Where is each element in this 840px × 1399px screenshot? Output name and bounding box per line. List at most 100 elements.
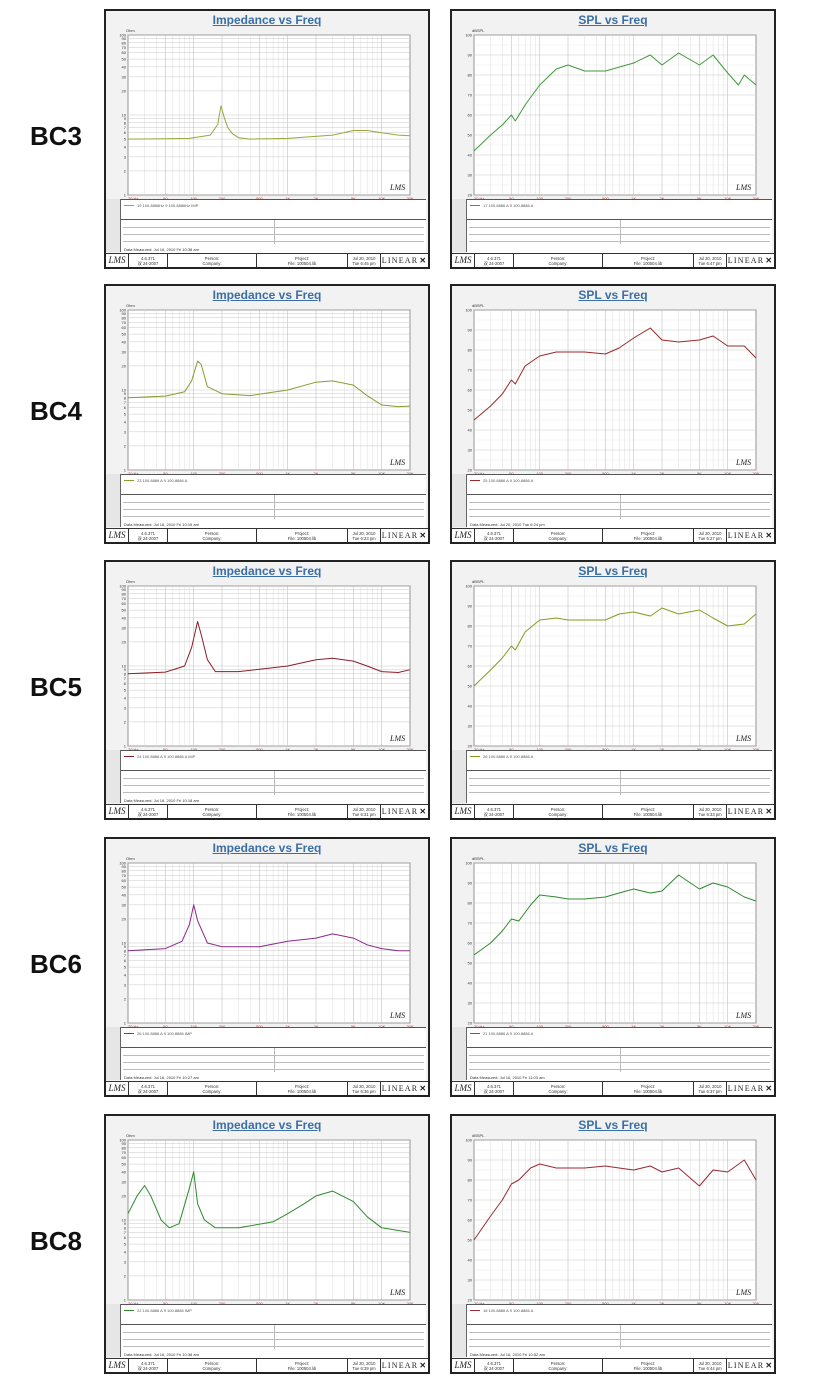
notes-tab: [452, 1047, 467, 1080]
x-tick-label: 200: [219, 747, 226, 750]
x-tick-label: 200: [219, 1301, 226, 1304]
build-date: 双 24-2007: [137, 811, 159, 817]
y-tick-label: 1: [124, 1021, 127, 1026]
person-cell: Person: Company:: [514, 805, 603, 818]
panel-footer: LMS 4.6.371 双 24-2007 Person: Company: Projec…: [452, 253, 774, 267]
y-tick-label: 100: [119, 1138, 126, 1143]
y-tick-label: 9: [124, 1221, 127, 1226]
x-tick-label: 100: [536, 471, 543, 474]
y-tick-label: 40: [468, 981, 473, 986]
y-tick-label: 4: [124, 1249, 127, 1254]
lms-plot-mark: LMS: [390, 183, 406, 192]
y-tick-label: 80: [122, 591, 127, 596]
chart-title: SPL vs Freq: [578, 1118, 648, 1132]
legend-entry: 22 100.8886 A 9 100.8886 IMP: [124, 1308, 192, 1313]
x-tick-label: 50: [509, 196, 514, 199]
person-label: Person:: [550, 1083, 566, 1089]
lms-plot-mark: LMS: [736, 1011, 752, 1020]
x-tick-label: 20K: [406, 1024, 413, 1027]
y-tick-label: 30: [122, 902, 127, 907]
x-tick-label: 1K: [631, 471, 636, 474]
legend-entry: 17 100.8886 A 9 100.8886 A: [470, 203, 533, 208]
legend-label: 17 100.8886 A 9 100.8886 A: [483, 203, 534, 208]
y-tick-label: 90: [468, 1158, 473, 1163]
x-tick-label: 200: [565, 1301, 572, 1304]
x-tick-label: 100: [536, 196, 543, 199]
y-tick-label: 90: [122, 311, 127, 316]
project-cell: Project: File: 100504.lib: [257, 805, 348, 818]
y-tick-label: 50: [468, 408, 473, 413]
row-label-bc8: BC8: [30, 1226, 83, 1256]
y-tick-label: 30: [468, 1278, 473, 1283]
panel-footer: LMS 4.6.371 双 24-2007 Person: Company: Projec…: [106, 253, 428, 267]
y-tick-label: 4: [124, 144, 127, 149]
y-tick-label: 70: [122, 596, 127, 601]
y-unit-label: dBSPL: [472, 28, 485, 33]
x-tick-label: 2K: [314, 1024, 319, 1027]
y-tick-label: 50: [122, 332, 127, 337]
x-tick-label: 100: [536, 747, 543, 750]
x-mark: ✕: [765, 807, 774, 816]
y-tick-label: 20: [468, 193, 473, 198]
impedance-panel-bc5: Impedance vs Freq 1 2 3 4 5 6 7 8 9 10 20 30 40 50 60 70…: [104, 560, 430, 820]
timestamp-cell: Jul 20, 2010 Tue 6:31 pm: [348, 805, 381, 818]
linearx-logo: LINEAR ✕: [381, 529, 428, 542]
y-tick-label: 40: [122, 1169, 127, 1174]
x-tick-label: 10K: [378, 196, 385, 199]
person-label: Person:: [550, 530, 566, 536]
panel-footer: LMS 4.6.371 双 24-2007 Person: Company: Projec…: [452, 1081, 774, 1095]
y-tick-label: 5: [124, 688, 127, 693]
person-cell: Person: Company:: [514, 254, 603, 267]
y-tick-label: 4: [124, 972, 127, 977]
project-cell: Project: File: 100504.lib: [603, 529, 694, 542]
x-tick-label: 1K: [285, 1301, 290, 1304]
chart-title: Impedance vs Freq: [212, 1118, 322, 1132]
project-label: Project:: [640, 806, 656, 812]
y-tick-label: 90: [468, 328, 473, 333]
y-tick-label: 80: [122, 315, 127, 320]
y-tick-label: 90: [468, 53, 473, 58]
build-date: 双 24-2007: [137, 535, 159, 541]
lms-logo: LMS: [106, 254, 129, 267]
linearx-logo: LINEAR ✕: [381, 1082, 428, 1095]
build-date: 双 24-2007: [483, 811, 505, 817]
build-date: 双 24-2007: [137, 260, 159, 266]
x-tick-label: 500: [602, 471, 609, 474]
y-tick-label: 20: [468, 1298, 473, 1303]
spl-panel-bc5: SPL vs Freq 20 30 40 50 60 70 80 90 100 dBSPL 20 Hz…: [450, 560, 776, 820]
person-cell: Person: Company:: [168, 1359, 257, 1372]
x-tick-label: 50: [509, 1301, 514, 1304]
lms-logo: LMS: [452, 805, 475, 818]
version-cell: 4.6.371 双 24-2007: [129, 1082, 168, 1095]
legend-label: 19 100.8886Hz 9 100.8886Hz IMP: [137, 203, 199, 208]
y-tick-label: 7: [124, 953, 127, 958]
y-tick-label: 60: [468, 1218, 473, 1223]
version: 4.6.371: [487, 806, 501, 812]
y-tick-label: 30: [468, 448, 473, 453]
y-tick-label: 70: [122, 1150, 127, 1155]
y-tick-label: 40: [122, 892, 127, 897]
x-tick-label: 20K: [752, 196, 759, 199]
x-tick-label: 500: [256, 1024, 263, 1027]
x-tick-label: 20K: [752, 1301, 759, 1304]
x-tick-label: 2K: [314, 747, 319, 750]
y-tick-label: 50: [122, 885, 127, 890]
y-tick-label: 80: [468, 348, 473, 353]
data-series-line: [473, 52, 757, 152]
notes-box: Data Measured: Jul 16, 2010 Fri 10:27 am: [121, 1047, 426, 1081]
y-tick-label: 30: [122, 1179, 127, 1184]
project-cell: Project: File: 100504.lib: [257, 1359, 348, 1372]
print-date: Jul 20, 2010: [698, 1083, 722, 1089]
x-tick-label: 2K: [314, 196, 319, 199]
x-tick-label: 10K: [378, 1301, 385, 1304]
y-tick-label: 50: [468, 961, 473, 966]
legend-swatch: [124, 756, 134, 758]
chart-title: SPL vs Freq: [578, 841, 648, 855]
lms-logo: LMS: [452, 254, 475, 267]
legend-label: 22 100.8886 A 9 100.8886 IMP: [137, 1308, 192, 1313]
y-tick-label: 50: [122, 57, 127, 62]
legend-label: 21 100.8886 A 9 100.8886 A: [483, 1031, 534, 1036]
print-time: Tue 6:36 pm: [352, 1088, 376, 1094]
